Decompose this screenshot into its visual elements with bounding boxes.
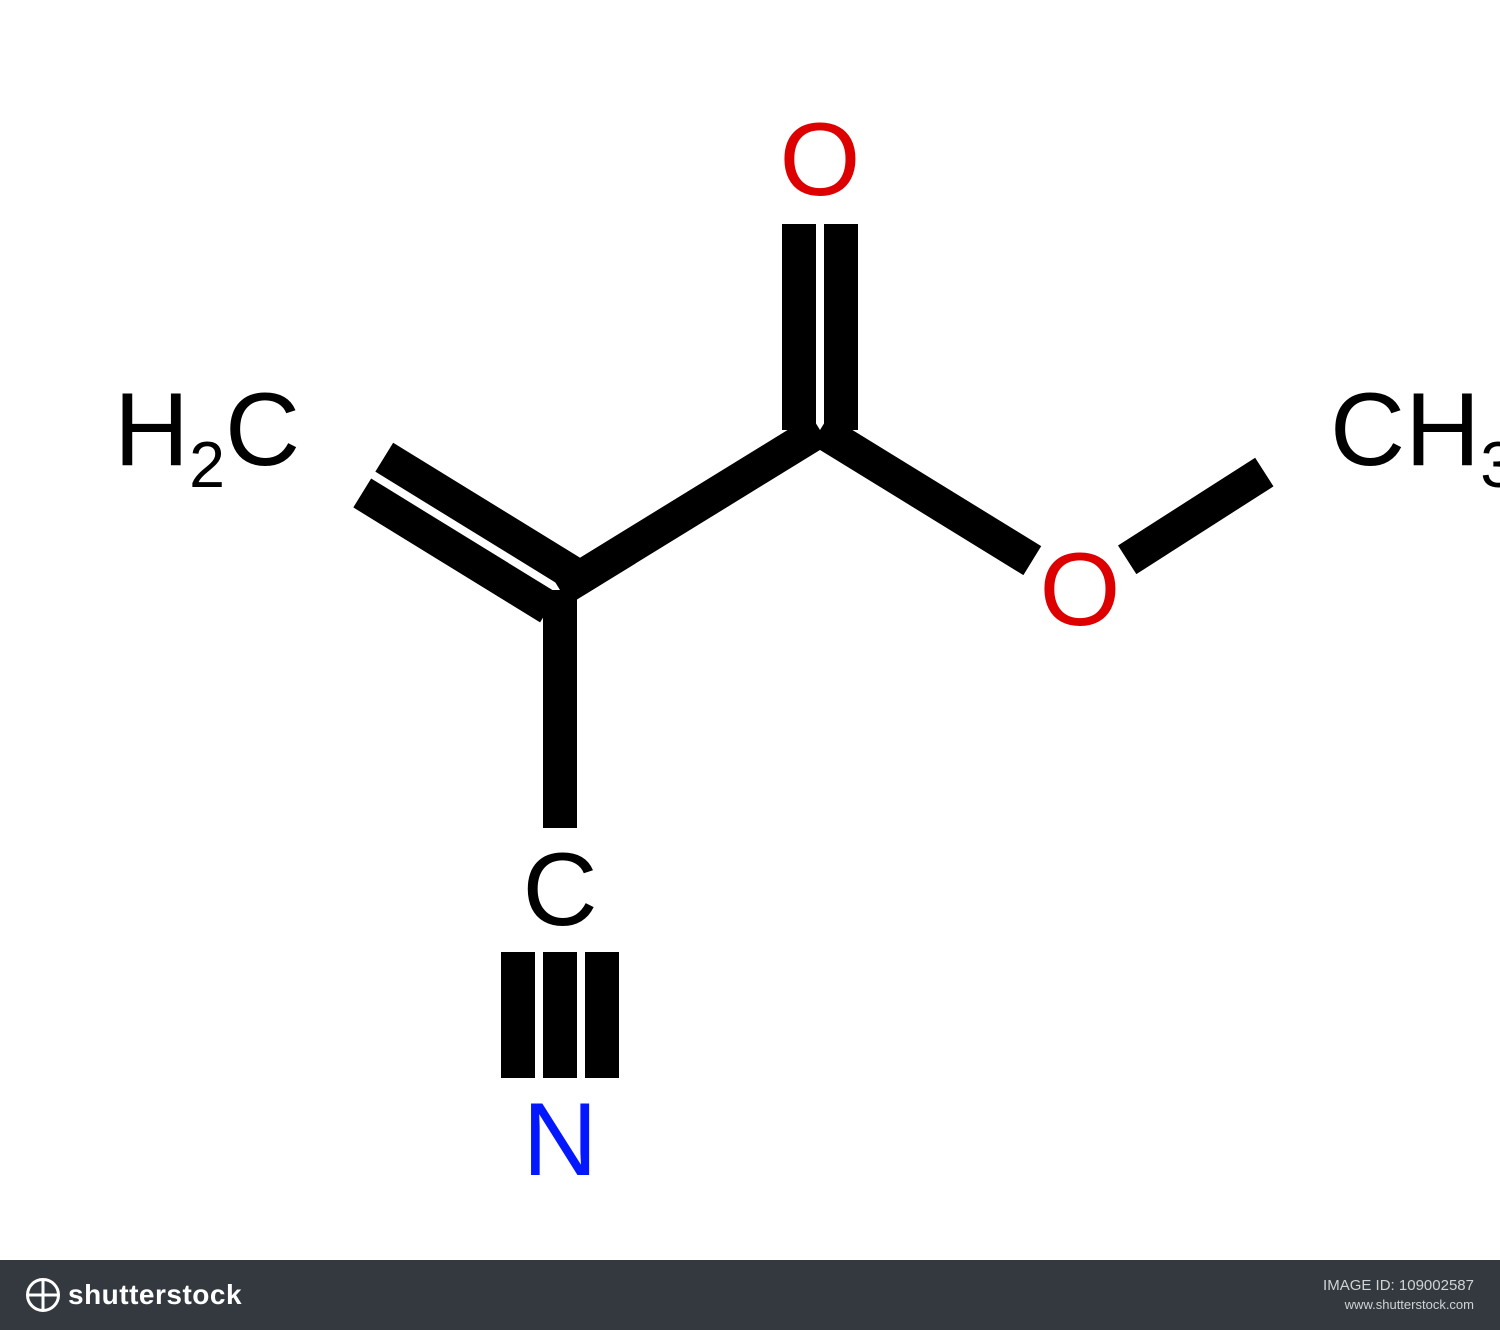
chemical-structure-svg <box>0 0 1500 1330</box>
atom-label-CH2_terminal: H2C <box>114 378 300 482</box>
footer-meta: IMAGE ID: 109002587 www.shutterstock.com <box>1323 1275 1474 1314</box>
atom-label-N: N <box>523 1088 598 1192</box>
footer-site: www.shutterstock.com <box>1323 1296 1474 1314</box>
footer-bar: shutterstock IMAGE ID: 109002587 www.shu… <box>0 1260 1500 1330</box>
atom-label-O_single: O <box>1040 538 1121 642</box>
atom-label-O_dbl: O <box>780 108 861 212</box>
footer-logo: shutterstock <box>26 1278 242 1312</box>
shutterstock-logo-icon <box>26 1278 60 1312</box>
footer-brand-text: shutterstock <box>68 1279 242 1311</box>
atom-label-C_nitrile: C <box>523 838 598 942</box>
image-id-value: 109002587 <box>1399 1277 1474 1294</box>
image-id-label: IMAGE ID: <box>1323 1277 1395 1294</box>
atom-label-CH3: CH3 <box>1330 378 1500 482</box>
